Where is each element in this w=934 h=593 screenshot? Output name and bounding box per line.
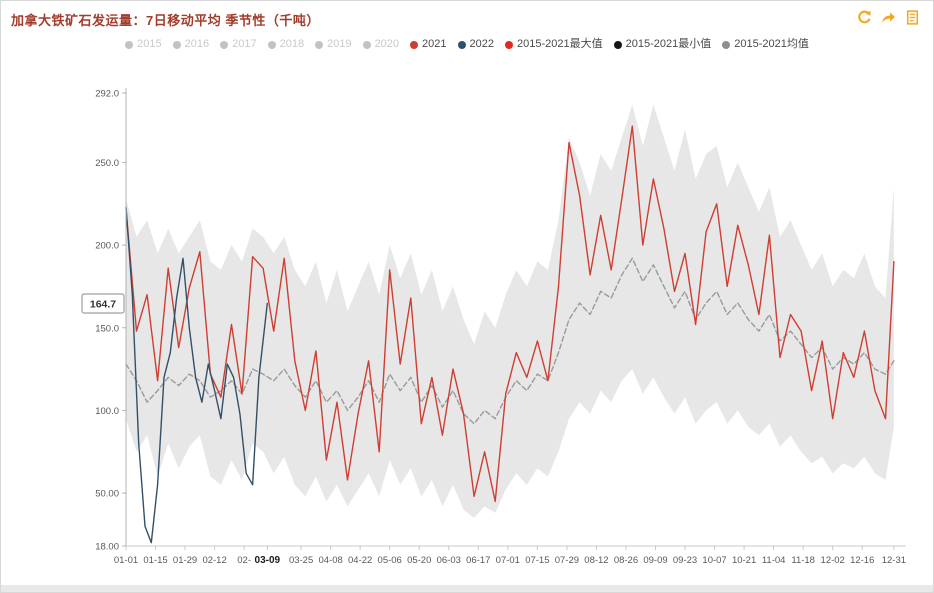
chart-area: 292.0 250.0 200.0 150.0 100.0 50.00 18.00 01-01… xyxy=(81,81,921,586)
svg-text:05-06: 05-06 xyxy=(378,555,402,566)
svg-text:02-: 02- xyxy=(237,555,251,566)
svg-text:04-22: 04-22 xyxy=(348,555,372,566)
legend-label: 2015 xyxy=(137,38,162,50)
svg-text:150.0: 150.0 xyxy=(95,323,119,334)
svg-text:07-01: 07-01 xyxy=(496,555,520,566)
legend-marker-icon xyxy=(410,40,419,49)
svg-text:03-25: 03-25 xyxy=(289,555,313,566)
svg-text:01-01: 01-01 xyxy=(114,555,138,566)
svg-text:50.00: 50.00 xyxy=(95,489,119,500)
legend-marker-icon xyxy=(315,40,324,49)
svg-text:11-18: 11-18 xyxy=(791,555,815,566)
legend-marker-icon xyxy=(613,40,622,49)
legend-marker-icon xyxy=(172,40,181,49)
legend-item-0-2015[interactable]: 2015 xyxy=(125,38,162,50)
legend-marker-icon xyxy=(362,40,371,49)
legend-label: 2016 xyxy=(184,38,210,50)
legend-label: 2015-2021最大值 xyxy=(517,38,603,50)
svg-text:12-16: 12-16 xyxy=(850,555,874,566)
legend-label: 2019 xyxy=(327,38,352,50)
legend-item-2-2017[interactable]: 2017 xyxy=(220,38,257,50)
svg-text:04-08: 04-08 xyxy=(318,555,342,566)
legend-item-6-2021[interactable]: 2021 xyxy=(410,38,447,50)
svg-text:08-26: 08-26 xyxy=(614,555,638,566)
legend-marker-icon xyxy=(220,40,229,49)
svg-text:08-12: 08-12 xyxy=(584,555,608,566)
svg-text:07-29: 07-29 xyxy=(555,555,579,566)
legend-item-10-2015-2021[interactable]: 2015-2021均值 xyxy=(722,39,809,50)
svg-text:06-17: 06-17 xyxy=(466,555,490,566)
svg-text:02-12: 02-12 xyxy=(202,555,226,566)
svg-text:12-02: 12-02 xyxy=(821,555,845,566)
refresh-icon[interactable] xyxy=(856,9,873,26)
svg-text:11-04: 11-04 xyxy=(762,555,786,566)
legend-item-9-2015-2021[interactable]: 2015-2021最小值 xyxy=(613,38,712,50)
legend-item-7-2022[interactable]: 2022 xyxy=(457,38,495,50)
page-title: 加拿大铁矿石发运量：7日移动平均 季节性（千吨） xyxy=(11,13,320,28)
svg-text:05-20: 05-20 xyxy=(407,555,431,566)
legend-label: 2017 xyxy=(232,38,257,50)
svg-text:09-23: 09-23 xyxy=(673,555,697,566)
legend-item-3-2018[interactable]: 2018 xyxy=(267,38,305,50)
document-icon[interactable] xyxy=(904,9,921,26)
legend-label: 2015-2021最小值 xyxy=(625,38,712,50)
svg-text:164.7: 164.7 xyxy=(90,298,116,310)
svg-text:06-03: 06-03 xyxy=(437,555,461,566)
svg-text:10-07: 10-07 xyxy=(702,555,726,566)
legend-item-8-2015-2021[interactable]: 2015-2021最大值 xyxy=(505,39,603,50)
legend-item-1-2016[interactable]: 2016 xyxy=(172,38,210,50)
svg-text:18.00: 18.00 xyxy=(95,542,119,553)
svg-text:200.0: 200.0 xyxy=(95,241,119,252)
chart-canvas[interactable]: 292.0 250.0 200.0 150.0 100.0 50.00 18.00 01-01… xyxy=(81,81,921,586)
legend-marker-icon xyxy=(457,40,466,49)
legend-item-4-2019[interactable]: 2019 xyxy=(315,38,352,50)
legend-label: 2021 xyxy=(422,38,447,50)
legend-item-5-2020[interactable]: 2020 xyxy=(362,38,400,50)
header-toolbar xyxy=(856,9,921,26)
svg-text:01-15: 01-15 xyxy=(143,555,167,566)
share-forward-icon[interactable] xyxy=(880,9,897,26)
svg-text:07-15: 07-15 xyxy=(525,555,549,566)
legend-marker-icon xyxy=(722,40,731,49)
legend-marker-icon xyxy=(125,40,134,49)
legend-marker-icon xyxy=(267,40,276,49)
svg-text:250.0: 250.0 xyxy=(95,158,119,169)
svg-text:01-29: 01-29 xyxy=(173,555,197,566)
legend-label: 2015-2021均值 xyxy=(734,38,809,50)
legend-label: 2020 xyxy=(374,38,400,50)
svg-text:292.0: 292.0 xyxy=(95,89,119,100)
legend-label: 2018 xyxy=(279,38,305,50)
svg-text:10-21: 10-21 xyxy=(732,555,756,566)
bottom-scrollbar-track[interactable] xyxy=(1,585,933,592)
svg-text:100.0: 100.0 xyxy=(95,406,119,417)
legend-marker-icon xyxy=(505,40,514,49)
chart-legend: 2015 2016 2017 2018 2019 2020 2021 2022 2015-202… xyxy=(1,39,933,50)
svg-text:09-09: 09-09 xyxy=(643,555,667,566)
svg-text:12-31: 12-31 xyxy=(882,555,906,566)
svg-text:03-09: 03-09 xyxy=(255,555,281,566)
legend-label: 2022 xyxy=(469,38,495,50)
